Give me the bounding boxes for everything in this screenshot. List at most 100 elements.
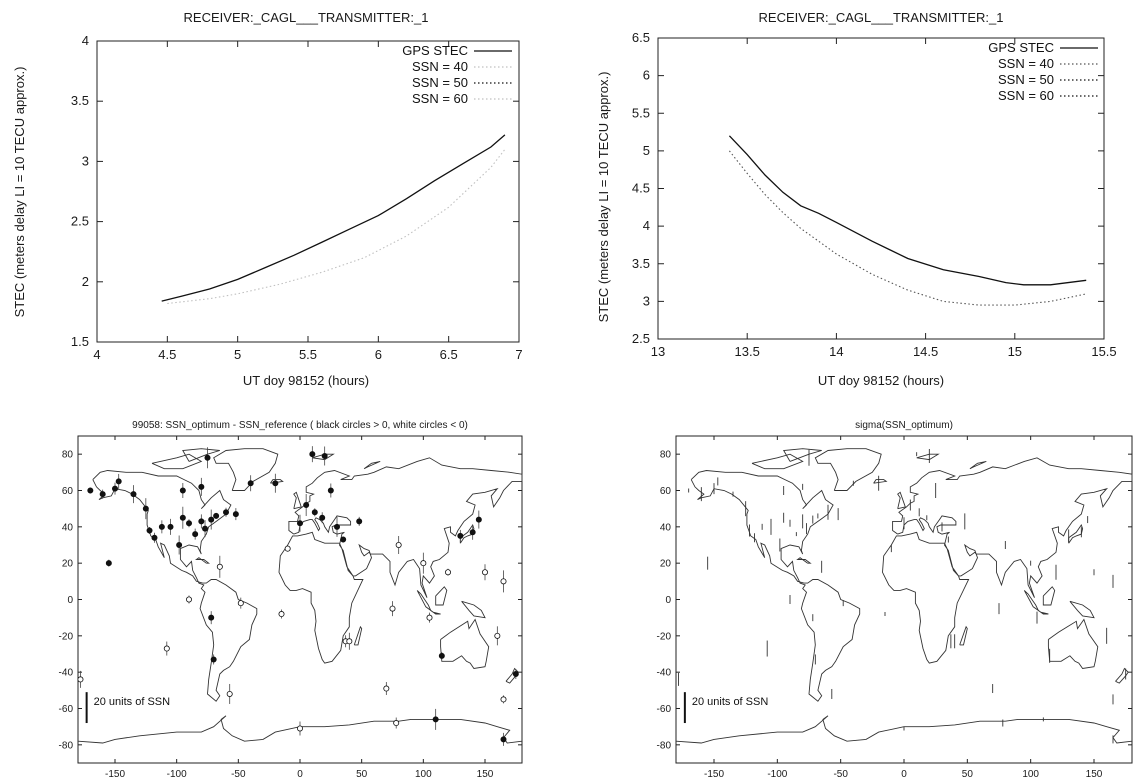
negative-marker — [284, 545, 291, 552]
x-tick-label: -150 — [105, 769, 125, 777]
x-tick-label: 6.5 — [440, 347, 458, 362]
x-tick-label: 5 — [234, 347, 241, 362]
y-tick-label: 80 — [62, 450, 74, 461]
positive-marker — [202, 525, 209, 532]
positive-marker — [115, 478, 122, 485]
negative-marker — [383, 685, 390, 692]
y-tick-label: 80 — [660, 450, 672, 461]
coastline — [435, 586, 448, 606]
coastline — [1115, 667, 1129, 684]
y-tick-label: -20 — [657, 631, 672, 642]
x-tick-label: 14.5 — [913, 344, 938, 359]
coastline — [814, 448, 882, 491]
legend-label: SSN = 40 — [998, 56, 1054, 71]
coastline — [675, 715, 1133, 744]
x-tick-label: -50 — [833, 769, 848, 777]
positive-marker — [99, 491, 106, 498]
y-tick-label: 1.5 — [71, 334, 89, 349]
x-tick-label: -100 — [167, 769, 187, 777]
x-tick-label: 100 — [415, 769, 432, 777]
negative-marker — [393, 720, 400, 727]
stations — [678, 448, 1127, 744]
positive-marker — [247, 480, 254, 487]
x-tick-label: 13 — [651, 344, 665, 359]
y-tick-label: 4 — [82, 33, 89, 48]
series-line — [167, 149, 506, 305]
y-tick-label: 2.5 — [71, 214, 89, 229]
y-tick-label: 2.5 — [632, 331, 650, 346]
x-tick-label: 150 — [477, 769, 494, 777]
coastline — [882, 457, 1133, 664]
negative-marker — [500, 696, 507, 703]
positive-marker — [185, 520, 192, 527]
negative-marker — [296, 725, 303, 732]
positive-marker — [130, 491, 137, 498]
y-tick-label: 6 — [643, 68, 650, 83]
positive-marker — [192, 531, 199, 538]
y-tick-label: -40 — [59, 668, 74, 679]
y-tick-label: 5 — [643, 143, 650, 158]
coastline — [416, 590, 432, 612]
positive-marker — [198, 518, 205, 525]
legend-label: SSN = 60 — [998, 88, 1054, 103]
map-title: 99058: SSN_optimum - SSN_reference ( bla… — [132, 420, 468, 431]
positive-marker — [457, 532, 464, 539]
y-tick-label: -60 — [59, 704, 74, 715]
coastline — [195, 557, 211, 564]
y-tick-label: 0 — [67, 595, 73, 606]
y-tick-label: 5.5 — [632, 105, 650, 120]
positive-marker — [176, 542, 183, 549]
coastline — [92, 470, 258, 702]
x-tick-label: -100 — [767, 769, 787, 777]
coastline — [77, 715, 523, 744]
x-tick-label: 50 — [962, 769, 974, 777]
x-axis-label: UT doy 98152 (hours) — [243, 373, 369, 388]
negative-marker — [494, 632, 501, 639]
stations — [77, 446, 519, 746]
x-tick-label: 6 — [375, 347, 382, 362]
coastlines — [675, 448, 1133, 744]
positive-marker — [356, 518, 363, 525]
legend-label: SSN = 50 — [998, 72, 1054, 87]
x-tick-label: 100 — [1022, 769, 1039, 777]
negative-marker — [226, 690, 233, 697]
negative-marker — [278, 611, 285, 618]
legend-label: SSN = 50 — [412, 75, 468, 90]
positive-marker — [179, 487, 186, 494]
negative-marker — [346, 638, 353, 645]
coastline — [440, 618, 490, 669]
x-tick-label: 7 — [515, 347, 522, 362]
x-tick-label: 4.5 — [158, 347, 176, 362]
x-tick-label: 0 — [901, 769, 907, 777]
positive-marker — [222, 509, 229, 516]
map-plot-left: 99058: SSN_optimum - SSN_reference ( bla… — [59, 420, 523, 777]
coastline — [959, 625, 968, 646]
scale-label: 20 units of SSN — [692, 696, 768, 708]
positive-marker — [208, 516, 215, 523]
plot-title: RECEIVER:_CAGL___TRANSMITTER:_1 — [759, 10, 1004, 25]
coastline — [461, 600, 486, 619]
x-tick-label: 4 — [93, 347, 100, 362]
negative-marker — [426, 614, 433, 621]
positive-marker — [151, 534, 158, 541]
y-tick-label: -60 — [657, 704, 672, 715]
series-line — [728, 135, 1087, 286]
coastline — [897, 491, 906, 510]
coastline — [873, 479, 888, 484]
positive-marker — [319, 514, 326, 521]
positive-marker — [167, 523, 174, 530]
positive-marker — [327, 487, 334, 494]
y-tick-label: 3.5 — [632, 256, 650, 271]
y-tick-label: 20 — [660, 559, 672, 570]
x-axis-label: UT doy 98152 (hours) — [818, 373, 944, 388]
y-tick-label: 60 — [660, 486, 672, 497]
x-tick-label: 0 — [297, 769, 303, 777]
coastline — [312, 453, 335, 461]
y-tick-label: -40 — [657, 668, 672, 679]
negative-marker — [395, 542, 402, 549]
positive-marker — [105, 560, 112, 567]
positive-marker — [340, 536, 347, 543]
positive-marker — [432, 716, 439, 723]
coastline — [969, 460, 987, 470]
coastline — [278, 457, 523, 664]
